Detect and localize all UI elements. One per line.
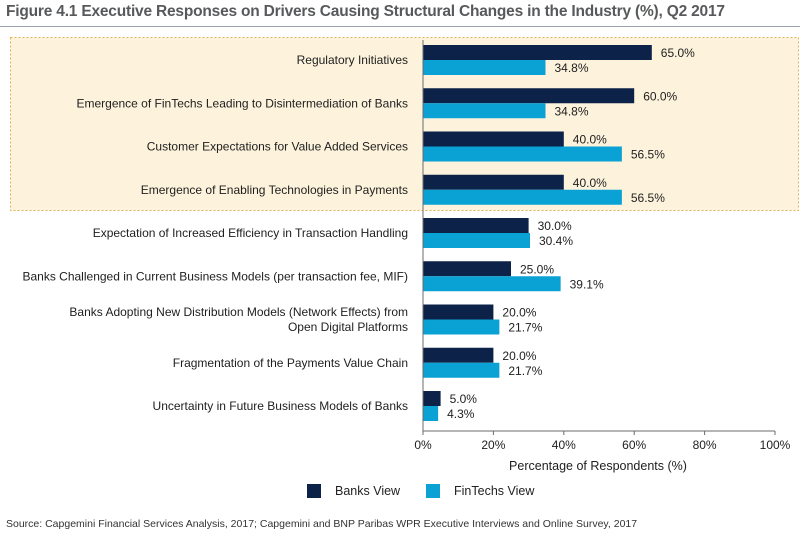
data-label-banks: 25.0%	[520, 262, 554, 276]
x-tick-label: 0%	[414, 438, 432, 452]
data-label-banks: 65.0%	[661, 46, 695, 60]
category-label: Expectation of Increased Efficiency in T…	[93, 226, 408, 240]
legend-item-fintechs: FinTechs View	[426, 484, 534, 498]
category-label: Uncertainty in Future Business Models of…	[153, 399, 408, 413]
figure-title: Figure 4.1 Executive Responses on Driver…	[6, 3, 725, 20]
legend-label-banks: Banks View	[335, 484, 401, 498]
x-tick-label: 60%	[622, 438, 646, 452]
legend-item-banks: Banks View	[307, 484, 400, 498]
source-note: Source: Capgemini Financial Services Ana…	[6, 518, 638, 530]
bar-banks	[423, 391, 441, 406]
data-label-fintechs: 56.5%	[631, 191, 665, 205]
data-label-fintechs: 30.4%	[539, 234, 573, 248]
bar-fintechs	[423, 189, 622, 205]
category-label-line: Open Digital Platforms	[288, 320, 408, 334]
x-tick-label: 100%	[760, 438, 791, 452]
data-label-fintechs: 21.7%	[508, 364, 542, 378]
bar-banks	[423, 45, 652, 60]
bar-fintechs	[423, 233, 531, 248]
bar-banks	[423, 131, 564, 147]
bar-fintechs	[423, 60, 546, 75]
legend-swatch-fintechs	[426, 484, 440, 498]
category-label-line: Emergence of Enabling Technologies in Pa…	[141, 183, 408, 197]
x-tick-label: 20%	[481, 438, 505, 452]
category-label-line: Banks Challenged in Current Business Mod…	[22, 269, 408, 283]
bar-banks	[423, 174, 564, 190]
category-label: Banks Challenged in Current Business Mod…	[22, 269, 408, 283]
category-label: Emergence of Enabling Technologies in Pa…	[141, 183, 408, 197]
bar-banks	[423, 218, 529, 233]
category-label-line: Expectation of Increased Efficiency in T…	[93, 226, 408, 240]
data-label-banks: 60.0%	[643, 89, 677, 103]
data-label-fintechs: 39.1%	[570, 277, 604, 291]
bar-banks	[423, 261, 511, 277]
category-label: Fragmentation of the Payments Value Chai…	[173, 356, 408, 370]
x-axis-title: Percentage of Respondents (%)	[509, 459, 687, 473]
data-label-fintechs: 34.8%	[554, 104, 588, 118]
x-tick-label: 80%	[693, 438, 717, 452]
bar-banks	[423, 304, 494, 320]
data-label-banks: 40.0%	[573, 133, 607, 147]
data-label-fintechs: 21.7%	[508, 321, 542, 335]
legend-swatch-banks	[307, 484, 321, 498]
category-label-line: Uncertainty in Future Business Models of…	[153, 399, 408, 413]
data-label-fintechs: 4.3%	[447, 407, 475, 421]
data-label-fintechs: 56.5%	[631, 148, 665, 162]
bar-banks	[423, 88, 635, 104]
title-divider	[0, 26, 800, 27]
category-label-line: Customer Expectations for Value Added Se…	[147, 140, 408, 154]
bar-fintechs	[423, 319, 500, 335]
data-label-fintechs: 34.8%	[554, 61, 588, 75]
data-label-banks: 30.0%	[538, 219, 572, 233]
category-label-line: Banks Adopting New Distribution Models (…	[69, 305, 408, 319]
bar-fintechs	[423, 362, 500, 378]
chart-legend: Banks View FinTechs View	[0, 484, 800, 504]
bar-banks	[423, 347, 494, 363]
data-label-banks: 20.0%	[502, 306, 536, 320]
category-label-line: Fragmentation of the Payments Value Chai…	[173, 356, 408, 370]
bar-fintechs	[423, 276, 561, 292]
data-label-banks: 5.0%	[450, 392, 478, 406]
bar-chart: Regulatory Initiatives 65.0% 34.8% Emergenc…	[10, 37, 799, 473]
data-label-banks: 20.0%	[502, 349, 536, 363]
highlight-box	[10, 37, 799, 211]
category-label: Banks Adopting New Distribution Models (…	[69, 305, 408, 334]
category-label: Regulatory Initiatives	[297, 53, 408, 67]
category-label-line: Emergence of FinTechs Leading to Disinte…	[76, 96, 408, 110]
bar-fintechs	[423, 406, 439, 421]
bar-fintechs	[423, 103, 546, 119]
bar-fintechs	[423, 146, 622, 162]
x-tick-label: 40%	[552, 438, 576, 452]
category-label-line: Regulatory Initiatives	[297, 53, 408, 67]
category-label: Customer Expectations for Value Added Se…	[147, 140, 408, 154]
legend-label-fintechs: FinTechs View	[454, 484, 535, 498]
data-label-banks: 40.0%	[573, 176, 607, 190]
category-label: Emergence of FinTechs Leading to Disinte…	[76, 96, 408, 110]
